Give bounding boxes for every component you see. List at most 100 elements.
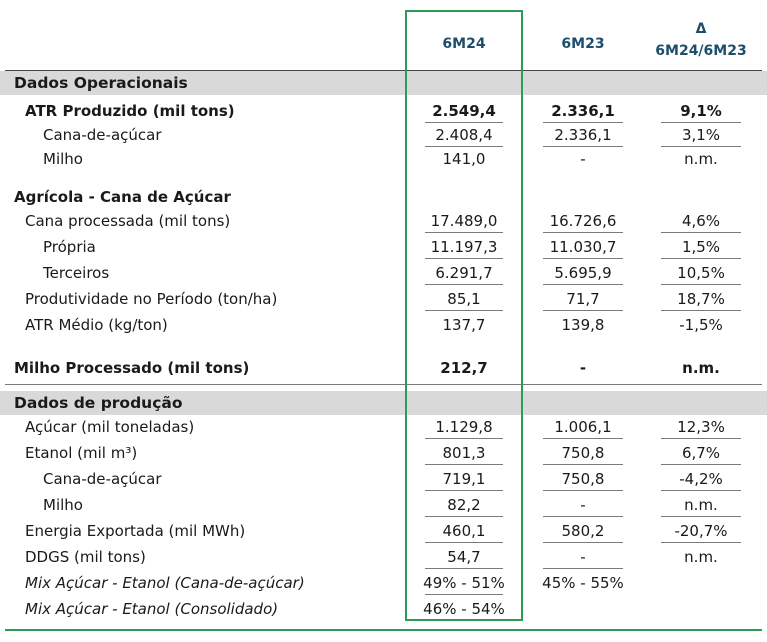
table-header: 6M24 6M23 Δ 6M24/6M23: [0, 0, 767, 70]
cell-6m24: 82,2: [447, 496, 481, 514]
cell-delta: 1,5%: [681, 238, 721, 256]
cell-6m23: 71,7: [566, 290, 600, 308]
cell-6m24: 49% - 51%: [423, 574, 505, 592]
cell-delta: 6,7%: [681, 444, 721, 462]
cell-6m24: 11.197,3: [430, 238, 498, 256]
cell-delta: n.m.: [682, 359, 720, 377]
cell-6m23: -: [579, 359, 587, 377]
section-dados-producao: Dados de produção: [0, 391, 767, 415]
table-row: Produtividade no Período (ton/ha) 85,1 7…: [0, 287, 767, 311]
underline: [543, 516, 623, 517]
cell-delta: n.m.: [684, 150, 718, 168]
table-row: Cana processada (mil tons) 17.489,0 16.7…: [0, 209, 767, 233]
cell-6m24: 1.129,8: [435, 418, 493, 436]
cell-6m23: 5.695,9: [554, 264, 612, 282]
cell-6m23: 580,2: [561, 522, 605, 540]
section-label: Dados Operacionais: [14, 74, 188, 92]
table-row: ATR Produzido (mil tons) 2.549,4 2.336,1…: [0, 99, 767, 123]
cell-delta: 18,7%: [677, 290, 725, 308]
underline: [543, 464, 623, 465]
cell-delta: -1,5%: [679, 316, 723, 334]
table-row: DDGS (mil tons) 54,7 - n.m.: [0, 545, 767, 569]
cell-delta: -20,7%: [674, 522, 728, 540]
table-row: Etanol (mil m³) 801,3 750,8 6,7%: [0, 441, 767, 465]
header-6m23: 6M23: [561, 36, 605, 52]
underline: [425, 232, 503, 233]
underline: [661, 542, 741, 543]
cell-6m24: 212,7: [440, 359, 488, 377]
underline: [543, 568, 623, 569]
underline: [425, 568, 503, 569]
table-row: Milho 82,2 - n.m.: [0, 493, 767, 517]
cell-6m23: 11.030,7: [549, 238, 617, 256]
cell-6m24: 719,1: [442, 470, 486, 488]
cell-6m24: 46% - 54%: [423, 600, 505, 618]
table-row: ATR Médio (kg/ton) 137,7 139,8 -1,5%: [0, 313, 767, 337]
row-label: Agrícola - Cana de Açúcar: [14, 188, 231, 206]
cell-6m23: -: [580, 150, 586, 168]
cell-delta: n.m.: [684, 496, 718, 514]
highlight-6m24-column: [405, 10, 523, 621]
underline: [543, 542, 623, 543]
cell-delta: n.m.: [684, 548, 718, 566]
cell-6m23: -: [580, 496, 586, 514]
underline: [543, 438, 623, 439]
row-label: Cana-de-açúcar: [43, 470, 162, 488]
table-bottom-border: [5, 629, 762, 631]
cell-6m24: 141,0: [442, 150, 486, 168]
underline: [543, 146, 623, 147]
underline: [661, 464, 741, 465]
underline: [543, 258, 623, 259]
cell-delta: 3,1%: [681, 126, 721, 144]
cell-6m23: -: [580, 548, 586, 566]
cell-delta: 10,5%: [677, 264, 725, 282]
underline: [425, 146, 503, 147]
row-label: Cana-de-açúcar: [43, 126, 162, 144]
cell-6m23: 750,8: [561, 470, 605, 488]
cell-6m24: 2.549,4: [432, 102, 496, 120]
cell-delta: 12,3%: [677, 418, 725, 436]
table-row: Energia Exportada (mil MWh) 460,1 580,2 …: [0, 519, 767, 543]
cell-6m23: 2.336,1: [554, 126, 612, 144]
underline: [543, 284, 623, 285]
underline: [661, 146, 741, 147]
row-label: Terceiros: [43, 264, 110, 282]
underline: [425, 594, 503, 595]
underline: [661, 232, 741, 233]
underline: [425, 122, 503, 123]
cell-delta: 9,1%: [680, 102, 722, 120]
delta-period: 6M24/6M23: [655, 43, 747, 59]
cell-delta: 4,6%: [681, 212, 721, 230]
cell-6m23: 16.726,6: [549, 212, 617, 230]
row-label: Milho Processado (mil tons): [14, 359, 250, 377]
header-delta: Δ 6M24/6M23: [640, 18, 762, 62]
table-row: Própria 11.197,3 11.030,7 1,5%: [0, 235, 767, 259]
row-label: ATR Médio (kg/ton): [25, 316, 168, 334]
cell-6m23: 139,8: [561, 316, 605, 334]
underline: [661, 310, 741, 311]
row-label: DDGS (mil tons): [25, 548, 146, 566]
row-label: ATR Produzido (mil tons): [25, 102, 235, 120]
table-row: Açúcar (mil toneladas) 1.129,8 1.006,1 1…: [0, 415, 767, 439]
underline: [543, 490, 623, 491]
header-divider: [5, 70, 762, 71]
table-row: Milho Processado (mil tons) 212,7 - n.m.: [0, 356, 767, 380]
subsection-agricola: Agrícola - Cana de Açúcar: [0, 185, 767, 209]
delta-symbol: Δ: [695, 21, 707, 37]
table-row: Mix Açúcar - Etanol (Cana-de-açúcar) 49%…: [0, 571, 767, 595]
underline: [543, 122, 623, 123]
cell-6m23: 2.336,1: [551, 102, 615, 120]
cell-6m24: 801,3: [442, 444, 486, 462]
table-row: Cana-de-açúcar 2.408,4 2.336,1 3,1%: [0, 123, 767, 147]
cell-6m24: 137,7: [442, 316, 486, 334]
section-divider: [5, 384, 762, 385]
underline: [543, 232, 623, 233]
underline: [425, 516, 503, 517]
table-row: Cana-de-açúcar 719,1 750,8 -4,2%: [0, 467, 767, 491]
underline: [661, 122, 741, 123]
header-6m24: 6M24: [442, 36, 486, 52]
row-label: Produtividade no Período (ton/ha): [25, 290, 278, 308]
underline: [661, 258, 741, 259]
cell-6m24: 2.408,4: [435, 126, 493, 144]
cell-6m23: 750,8: [561, 444, 605, 462]
